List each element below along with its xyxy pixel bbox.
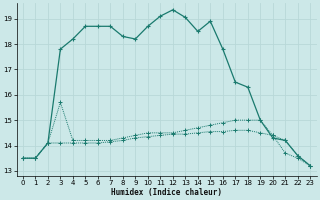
X-axis label: Humidex (Indice chaleur): Humidex (Indice chaleur): [111, 188, 222, 197]
